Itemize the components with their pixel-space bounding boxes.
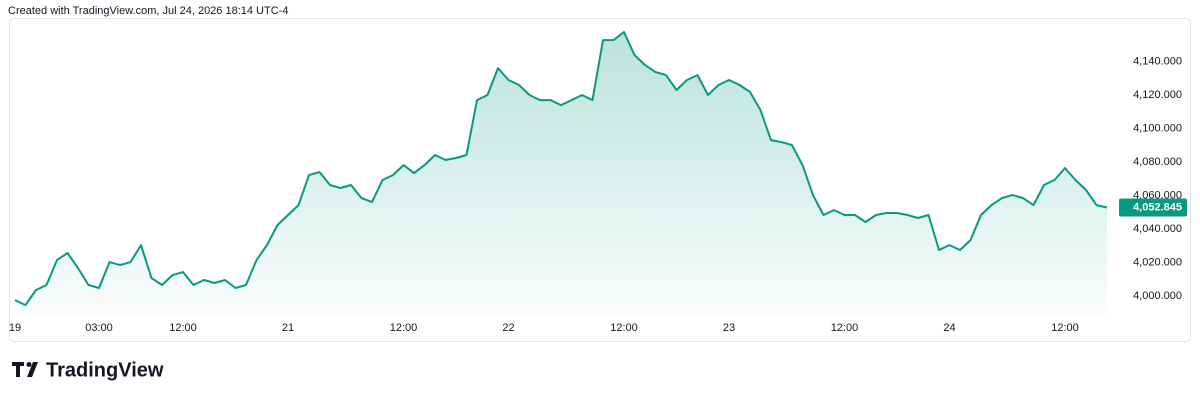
x-tick-label: 19 (9, 322, 21, 334)
price-line (14, 31, 1108, 307)
y-tick-label: 4,060.000 (1133, 189, 1182, 201)
x-tick-label: 12:00 (610, 322, 638, 334)
y-tick-label: 4,000.000 (1133, 290, 1182, 302)
last-price-label: 4,052.845 (1133, 201, 1182, 213)
logo-mark (12, 362, 24, 377)
logo-dot (26, 362, 32, 367)
logo: TradingView (12, 359, 164, 381)
x-tick-label: 03:00 (85, 322, 113, 334)
chart-frame (9, 18, 1191, 342)
y-tick-label: 4,140.000 (1133, 55, 1182, 67)
area-fill (15, 32, 1107, 315)
x-tick-label: 12:00 (831, 322, 859, 334)
y-tick-label: 4,080.000 (1133, 156, 1182, 168)
y-tick-label: 4,120.000 (1133, 89, 1182, 101)
x-tick-label: 12:00 (390, 322, 418, 334)
x-tick-label: 24 (943, 322, 955, 334)
last-price-badge (1119, 198, 1187, 217)
y-tick-label: 4,040.000 (1133, 223, 1182, 235)
x-tick-label: 12:00 (169, 322, 197, 334)
y-tick-label: 4,020.000 (1133, 256, 1182, 268)
header-text: Created with TradingView.com, Jul 24, 20… (8, 5, 288, 17)
x-tick-label: 21 (282, 322, 294, 334)
x-tick-label: 22 (502, 322, 514, 334)
brand-name: TradingView (46, 359, 164, 381)
x-tick-label: 12:00 (1051, 322, 1079, 334)
y-tick-label: 4,100.000 (1133, 122, 1182, 134)
x-tick-label: 23 (723, 322, 735, 334)
logo-mark (27, 362, 38, 377)
